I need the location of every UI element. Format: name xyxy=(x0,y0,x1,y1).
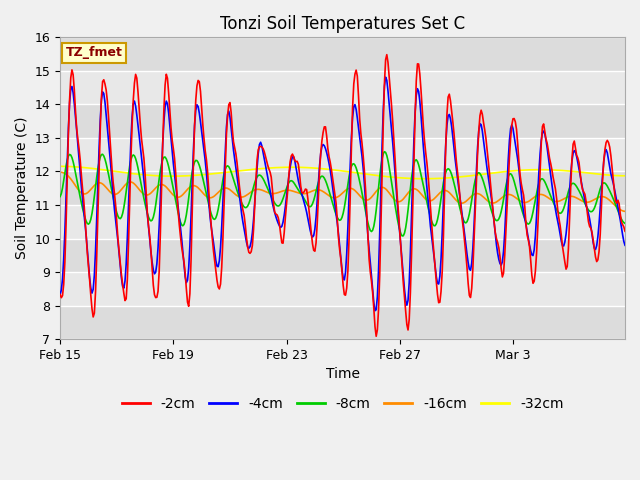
Bar xyxy=(60,239,625,272)
Legend: -2cm, -4cm, -8cm, -16cm, -32cm: -2cm, -4cm, -8cm, -16cm, -32cm xyxy=(116,391,569,417)
X-axis label: Time: Time xyxy=(326,367,360,382)
Bar xyxy=(60,205,625,239)
Title: Tonzi Soil Temperatures Set C: Tonzi Soil Temperatures Set C xyxy=(220,15,465,33)
Text: TZ_fmet: TZ_fmet xyxy=(66,47,123,60)
Bar xyxy=(60,138,625,171)
Bar xyxy=(60,104,625,138)
Bar xyxy=(60,272,625,306)
Bar xyxy=(60,37,625,71)
Y-axis label: Soil Temperature (C): Soil Temperature (C) xyxy=(15,117,29,260)
Bar xyxy=(60,306,625,339)
Bar xyxy=(60,171,625,205)
Bar xyxy=(60,71,625,104)
